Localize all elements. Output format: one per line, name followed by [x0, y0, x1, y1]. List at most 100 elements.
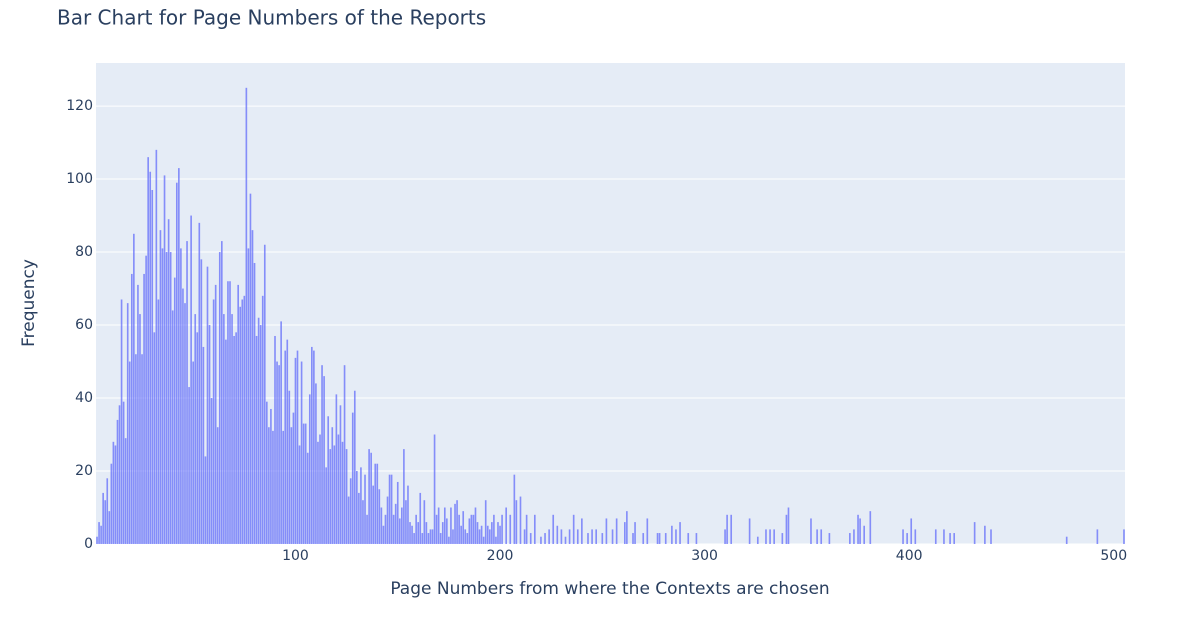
bar [188, 387, 190, 544]
bar [591, 529, 593, 544]
bar [175, 182, 178, 544]
bar [556, 525, 559, 544]
bar [331, 427, 334, 544]
bar [253, 262, 256, 544]
bar [137, 284, 139, 544]
bar [765, 529, 767, 544]
bar [245, 87, 248, 544]
x-tick-label: 200 [487, 548, 514, 564]
bar [308, 394, 311, 544]
x-tick-label: 400 [896, 548, 923, 564]
bar [470, 514, 473, 544]
bar [439, 533, 442, 544]
bar [210, 398, 213, 544]
bar [499, 525, 501, 544]
bar [108, 511, 111, 544]
bar [785, 514, 788, 544]
bar [315, 383, 317, 544]
bar [646, 518, 649, 544]
bar [552, 514, 555, 544]
bar [934, 529, 937, 544]
bar [441, 522, 444, 544]
bar [145, 255, 147, 544]
bar [378, 489, 381, 544]
bar [533, 514, 536, 544]
x-axis-title: Page Numbers from where the Contexts are… [390, 579, 829, 599]
bar [274, 335, 276, 544]
bar [284, 350, 287, 544]
bar [276, 361, 278, 544]
bar [319, 434, 321, 544]
bar [114, 445, 117, 544]
bar [345, 449, 348, 544]
bar [130, 273, 133, 544]
bar [196, 332, 199, 544]
bar [204, 456, 207, 544]
bar [405, 500, 407, 544]
bar [265, 401, 268, 544]
bar [159, 230, 162, 544]
bar [587, 533, 589, 544]
bar [216, 427, 219, 544]
bar [568, 529, 571, 544]
bar [184, 303, 186, 544]
bar [286, 339, 289, 544]
bar [1123, 529, 1125, 544]
bar [135, 354, 137, 544]
bar [165, 252, 168, 545]
bar [450, 507, 452, 544]
bar [241, 299, 244, 544]
bar [857, 514, 859, 544]
bar [100, 525, 102, 544]
bar [229, 281, 231, 544]
bar [249, 193, 252, 544]
bar [773, 529, 775, 544]
bar [431, 529, 434, 544]
bar [859, 518, 861, 544]
bar [337, 434, 340, 544]
bar [157, 299, 160, 544]
bar [290, 427, 293, 544]
bar [356, 471, 358, 544]
bar [96, 536, 98, 544]
bar [810, 518, 812, 544]
bar [372, 485, 375, 544]
bar [194, 314, 197, 544]
y-tick-label: 120 [66, 98, 93, 114]
bar [407, 485, 409, 544]
bar [147, 157, 149, 544]
bar [200, 259, 203, 544]
bar [300, 361, 303, 544]
bar [116, 419, 119, 544]
bar [572, 514, 575, 544]
bar [235, 332, 237, 544]
bar [523, 529, 526, 544]
bar [257, 317, 260, 544]
bar [462, 511, 465, 544]
bar [519, 496, 522, 544]
bar [423, 500, 426, 544]
bar [443, 507, 446, 544]
bar [411, 525, 413, 544]
bar [990, 529, 992, 544]
bar [902, 529, 904, 544]
bar [427, 533, 430, 544]
bar [605, 518, 608, 544]
bar [243, 295, 246, 544]
bar [581, 518, 583, 544]
bar [268, 427, 270, 544]
bar [182, 288, 184, 544]
bar [214, 284, 217, 544]
bar [497, 522, 499, 544]
bar [413, 533, 415, 544]
bar [311, 346, 313, 544]
bar [339, 405, 342, 544]
bar [167, 219, 170, 544]
bar [828, 533, 831, 544]
bar [102, 492, 104, 544]
bar [642, 533, 645, 544]
bar [769, 529, 771, 544]
bar [484, 500, 487, 544]
bar [263, 244, 266, 545]
bar [425, 522, 428, 544]
